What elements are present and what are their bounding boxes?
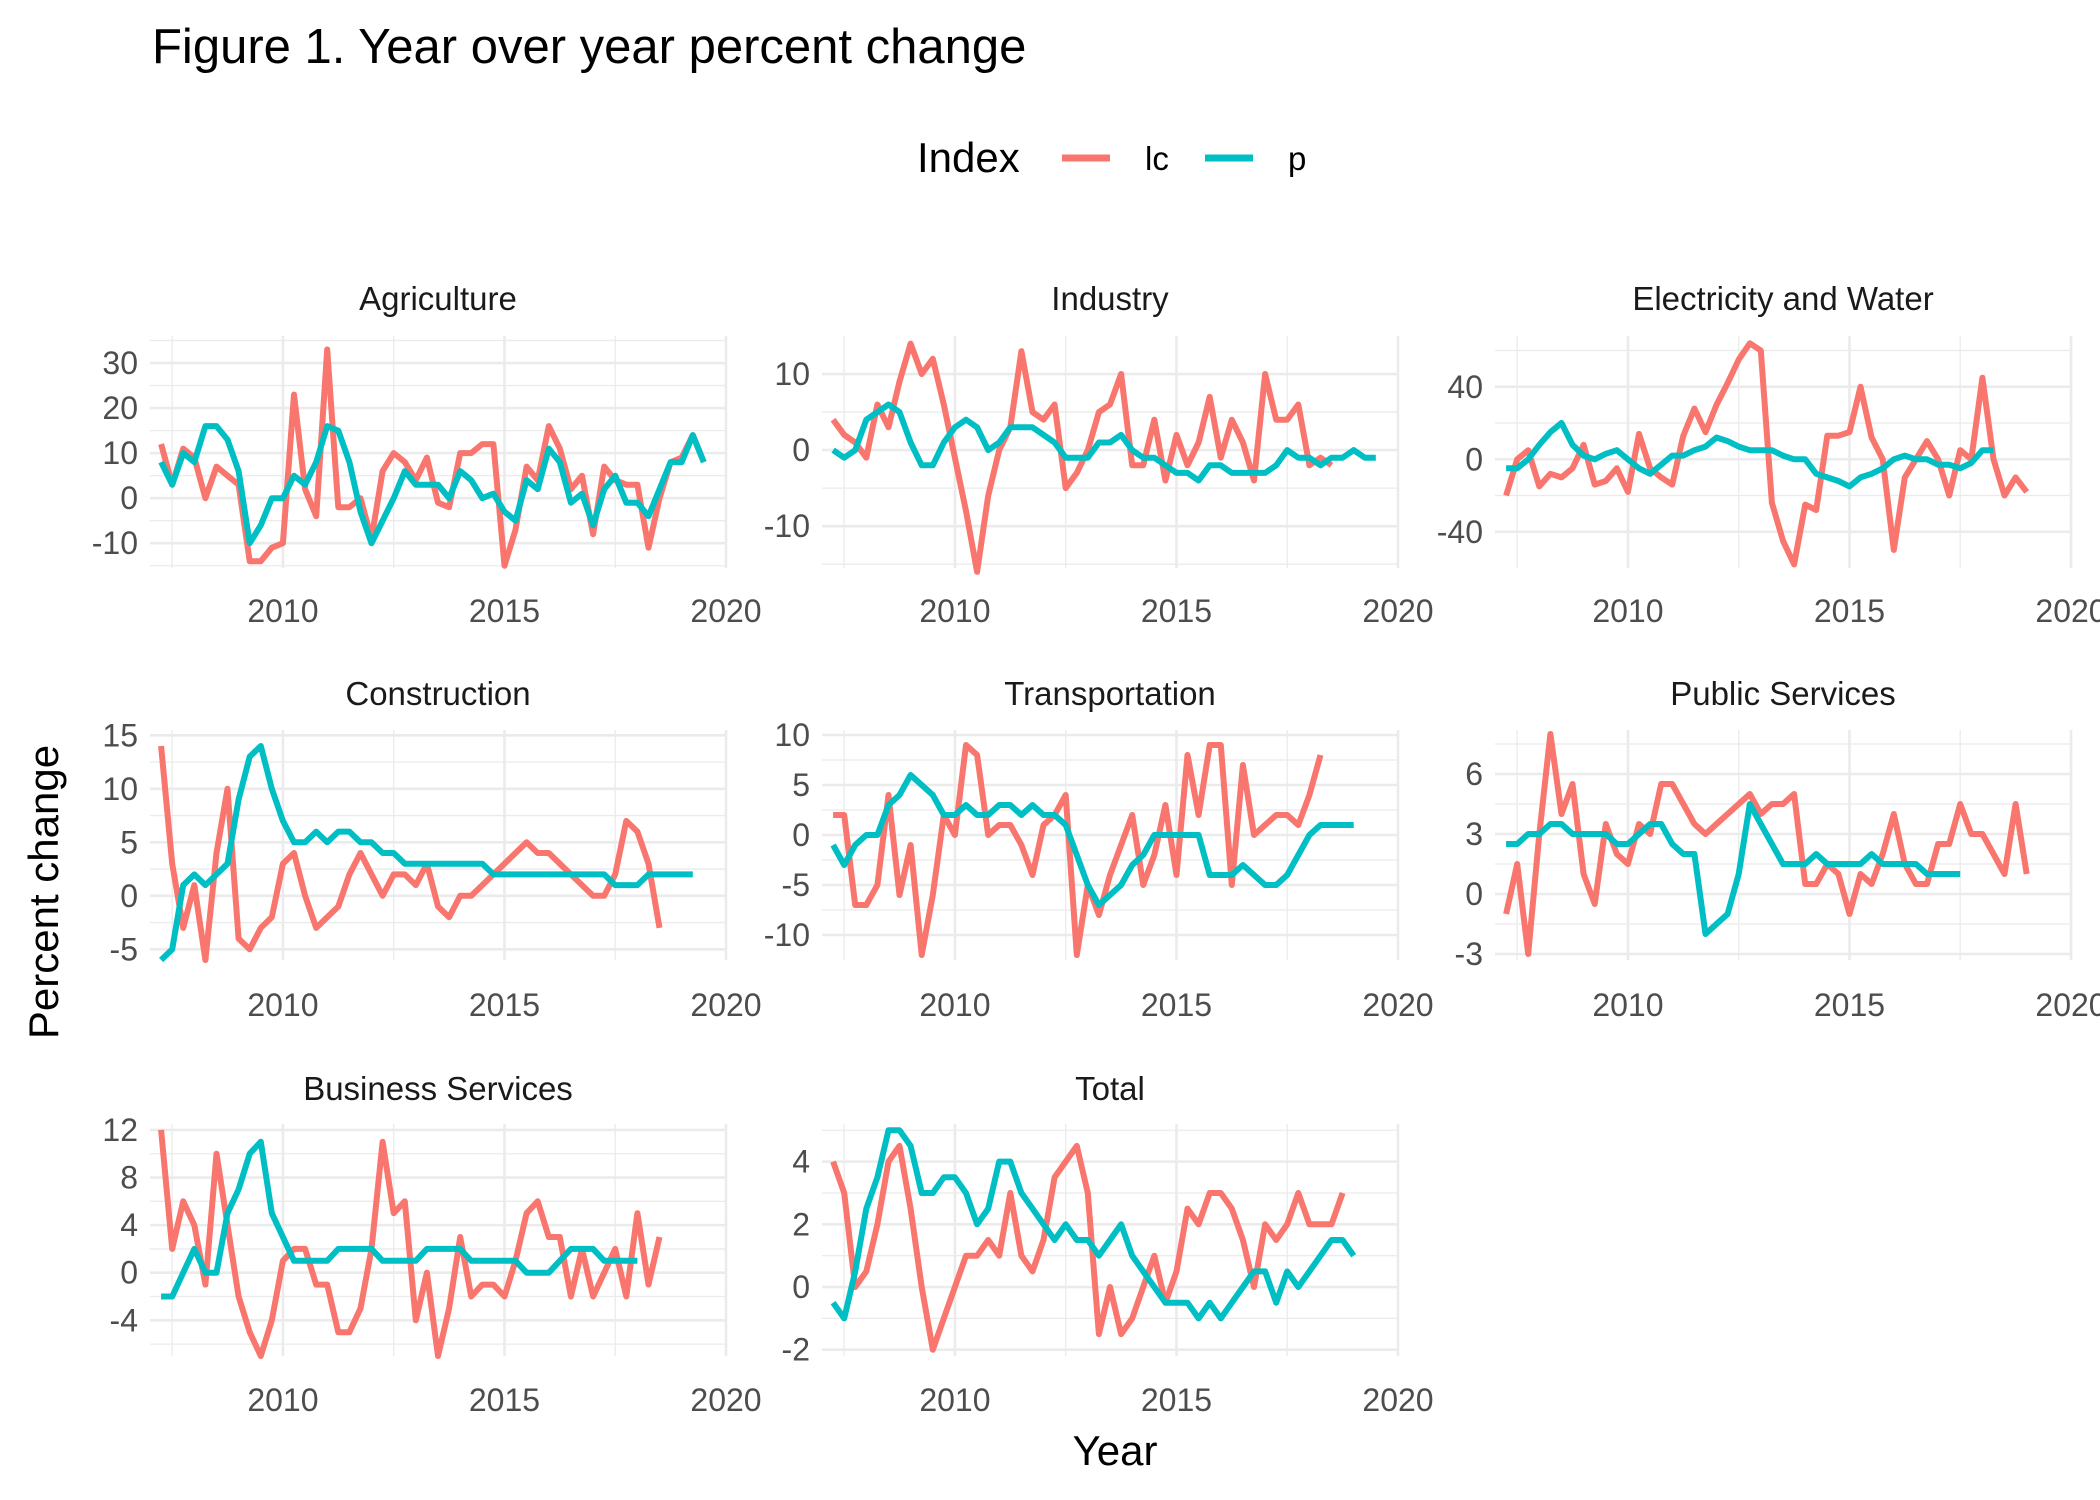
y-tick-label: -10	[764, 508, 810, 544]
y-tick-label: 15	[102, 717, 138, 753]
panel-agriculture: Agriculture -10 0 10 20 30 2010 2015 2020	[92, 280, 762, 629]
panel-business-services: Business Services -4 0 4 8 12 2010 2015 2020	[102, 1070, 761, 1418]
series-line-p	[159, 743, 693, 963]
panel-industry: Industry -10 0 10 2010 2015 2020	[764, 280, 1434, 629]
x-tick-label: 2015	[1141, 987, 1212, 1023]
series-line-p	[830, 772, 1354, 908]
y-tick-label: -10	[92, 525, 138, 561]
y-tick-label: 0	[792, 432, 810, 468]
y-tick-label: 10	[102, 771, 138, 807]
y-tick-label: 0	[1465, 441, 1483, 477]
legend-label-p: p	[1288, 140, 1306, 177]
y-tick-label: 10	[774, 717, 810, 753]
x-tick-label: 2010	[919, 593, 990, 629]
y-tick-label: 0	[120, 480, 138, 516]
x-tick-label: 2015	[469, 1382, 540, 1418]
series-line-lc	[830, 1142, 1346, 1353]
y-tick-label: 30	[102, 345, 138, 381]
y-tick-label: 6	[1465, 756, 1483, 792]
y-tick-label: 4	[120, 1207, 138, 1243]
series-line-lc	[1503, 731, 2030, 957]
series-line-p	[161, 1138, 638, 1300]
facet-strip-label: Total	[1075, 1070, 1145, 1107]
y-tick-label: -5	[782, 867, 810, 903]
x-tick-label: 2015	[1141, 1382, 1212, 1418]
x-tick-label: 2015	[469, 987, 540, 1023]
y-tick-label: 8	[120, 1160, 138, 1196]
y-tick-label: 5	[792, 767, 810, 803]
x-tick-label: 2010	[1592, 593, 1663, 629]
x-tick-label: 2010	[919, 987, 990, 1023]
y-tick-label: 2	[792, 1206, 810, 1242]
facet-strip-label: Business Services	[303, 1070, 573, 1107]
y-tick-label: 12	[102, 1112, 138, 1148]
y-tick-label: 0	[120, 1255, 138, 1291]
x-tick-label: 2010	[247, 1382, 318, 1418]
series-line-lc	[830, 340, 1334, 575]
x-tick-label: 2015	[1814, 593, 1885, 629]
panel-electricity-and-water: Electricity and Water -40 0 40 2010 2015 2020	[1437, 280, 2100, 629]
series-line-lc	[158, 1129, 663, 1359]
x-tick-label: 2010	[919, 1382, 990, 1418]
facet-strip-label: Transportation	[1004, 675, 1216, 712]
facet-strip-label: Electricity and Water	[1632, 280, 1933, 317]
x-axis-title: Year	[1073, 1427, 1158, 1474]
panel-total: Total -2 0 2 4 2010 2015 2020	[782, 1070, 1434, 1418]
legend: Index lc p	[917, 134, 1306, 181]
y-tick-label: -2	[782, 1332, 810, 1368]
facet-strip-label: Construction	[345, 675, 530, 712]
series-line-p	[1506, 420, 1994, 490]
y-tick-label: -3	[1455, 936, 1483, 972]
y-tick-label: 40	[1447, 369, 1483, 405]
y-tick-label: -40	[1437, 514, 1483, 550]
legend-label-lc: lc	[1145, 140, 1169, 177]
series-line-lc	[833, 742, 1324, 958]
series-line-p	[831, 401, 1376, 484]
x-tick-label: 2010	[1592, 987, 1663, 1023]
y-tick-label: 20	[102, 390, 138, 426]
y-tick-label: 4	[792, 1144, 810, 1180]
x-tick-label: 2020	[1362, 1382, 1433, 1418]
x-tick-label: 2020	[690, 987, 761, 1023]
series-line-lc	[158, 745, 663, 963]
series-line-p	[158, 423, 707, 547]
y-tick-label: -5	[110, 931, 138, 967]
x-tick-label: 2020	[690, 593, 761, 629]
y-axis-title: Percent change	[20, 745, 67, 1039]
y-tick-label: 0	[120, 878, 138, 914]
x-tick-label: 2020	[2035, 987, 2100, 1023]
series-line-lc	[158, 346, 707, 569]
y-tick-label: 0	[792, 817, 810, 853]
y-tick-label: 5	[120, 824, 138, 860]
panel-transportation: Transportation -10 -5 0 5 10 2010 2015 2020	[764, 675, 1434, 1023]
series-line-p	[1506, 801, 1961, 937]
chart-title: Figure 1. Year over year percent change	[152, 20, 1026, 74]
legend-title: Index	[917, 134, 1020, 181]
x-tick-label: 2010	[247, 593, 318, 629]
series-line-p	[830, 1127, 1357, 1322]
x-tick-label: 2015	[1814, 987, 1885, 1023]
panel-public-services: Public Services -3 0 3 6 2010 2015 2020	[1455, 675, 2100, 1023]
facet-strip-label: Public Services	[1670, 675, 1896, 712]
panel-construction: Construction -5 0 5 10 15 2010 2015 2020	[102, 675, 761, 1023]
y-tick-label: -10	[764, 917, 810, 953]
x-tick-label: 2020	[690, 1382, 761, 1418]
y-tick-label: 0	[1465, 876, 1483, 912]
facet-strip-label: Agriculture	[359, 280, 517, 317]
x-tick-label: 2010	[247, 987, 318, 1023]
y-tick-label: -4	[110, 1302, 138, 1338]
x-tick-label: 2015	[469, 593, 540, 629]
y-tick-label: 10	[774, 356, 810, 392]
y-tick-label: 3	[1465, 816, 1483, 852]
x-tick-label: 2015	[1141, 593, 1212, 629]
y-tick-label: 10	[102, 435, 138, 471]
y-tick-label: 0	[792, 1269, 810, 1305]
x-tick-label: 2020	[1362, 987, 1433, 1023]
facet-strip-label: Industry	[1051, 280, 1169, 317]
x-tick-label: 2020	[2035, 593, 2100, 629]
x-tick-label: 2020	[1362, 593, 1433, 629]
